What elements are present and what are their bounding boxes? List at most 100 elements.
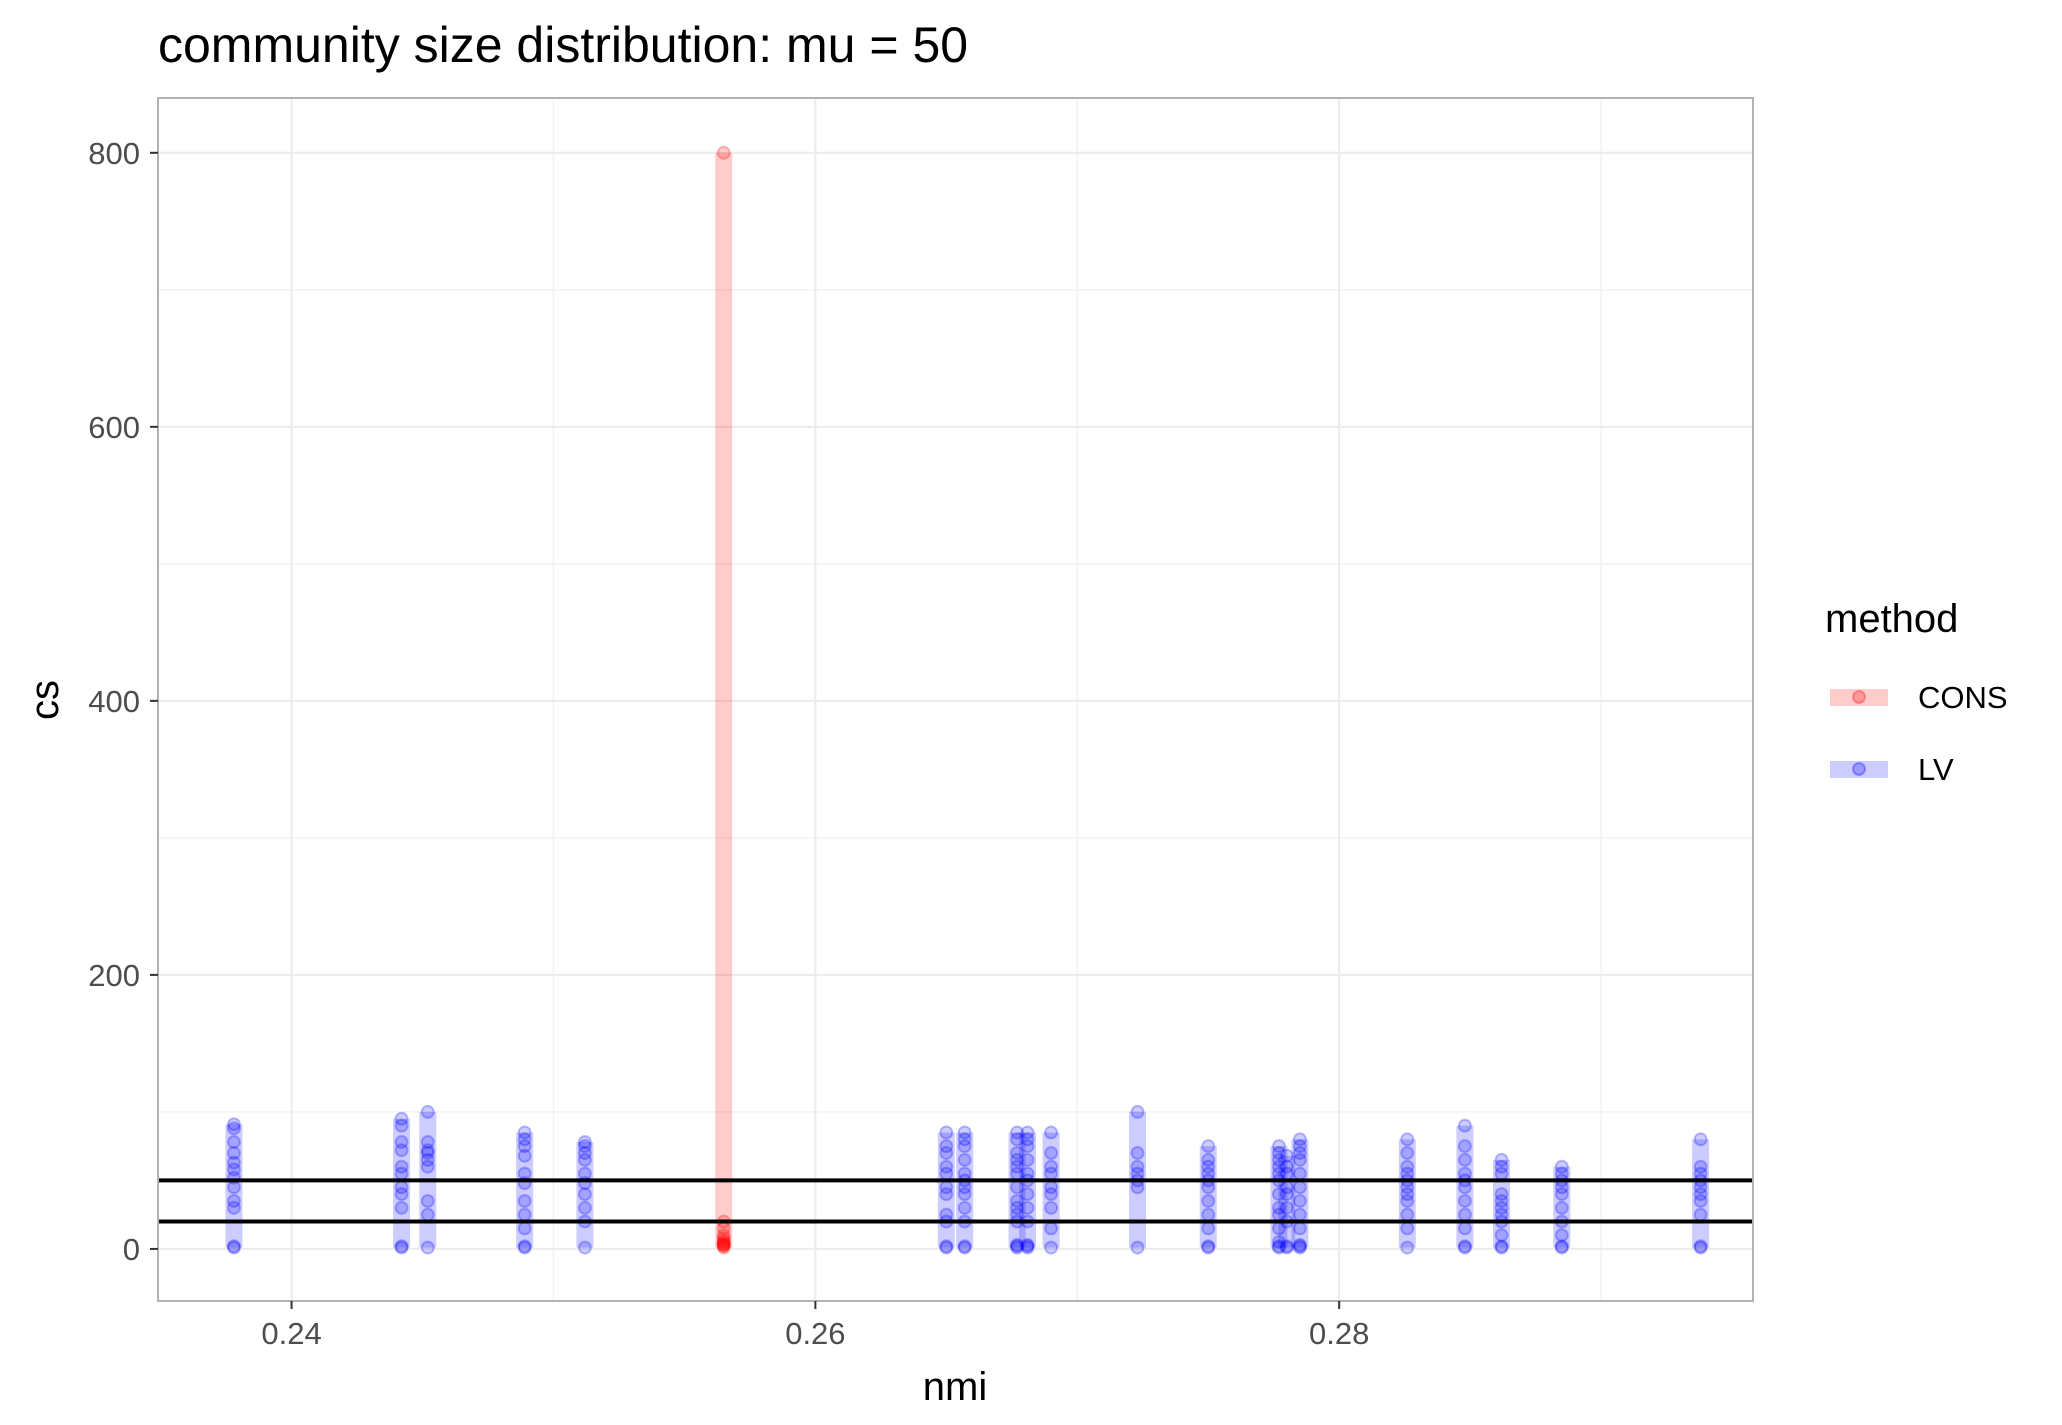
point-lv-7-11 [1010, 1146, 1025, 1161]
point-lv-13-4 [1279, 1187, 1294, 1202]
point-lv-12-1 [1271, 1239, 1286, 1254]
point-lv-12-9 [1271, 1159, 1286, 1174]
point-lv-1-2 [394, 1200, 409, 1215]
grid-major [158, 98, 1753, 1301]
point-lv-3-3 [517, 1207, 532, 1222]
legend-label-cons: CONS [1918, 680, 2008, 715]
point-lv-8-10 [1020, 1132, 1035, 1147]
point-lv-13-5 [1279, 1180, 1294, 1195]
series-lv [225, 1104, 1710, 1255]
x-tick-label-1: 0.26 [785, 1316, 845, 1351]
point-cons-0-0 [716, 1240, 731, 1255]
point-lv-4-7 [577, 1146, 592, 1161]
point-lv-17-10 [1494, 1152, 1509, 1167]
point-cons-0-7 [716, 1230, 731, 1245]
point-lv-3-2 [517, 1221, 532, 1236]
point-lv-1-1 [394, 1239, 409, 1254]
point-lv-13-8 [1279, 1148, 1294, 1163]
point-cons-0-3 [716, 1237, 731, 1252]
point-lv-0-1 [226, 1239, 241, 1254]
point-lv-4-8 [577, 1139, 592, 1154]
panel-border [157, 97, 1754, 1302]
x-axis-title: nmi [923, 1365, 987, 1409]
point-lv-13-1 [1279, 1239, 1294, 1254]
panel-background [158, 98, 1753, 1301]
point-lv-7-12 [1010, 1132, 1025, 1147]
point-lv-11-4 [1201, 1193, 1216, 1208]
point-lv-1-9 [394, 1118, 409, 1133]
point-cons-0-1 [716, 1239, 731, 1254]
point-lv-9-6 [1044, 1159, 1059, 1174]
point-lv-5-4 [939, 1187, 954, 1202]
point-lv-18-2 [1554, 1228, 1569, 1243]
point-lv-3-8 [517, 1139, 532, 1154]
point-lv-11-3 [1201, 1207, 1216, 1222]
point-cons-0-2 [716, 1237, 731, 1252]
point-lv-7-1 [1010, 1239, 1025, 1254]
point-lv-12-6 [1271, 1187, 1286, 1202]
point-cons-0-8 [716, 1228, 731, 1243]
y-tick-label-3: 600 [88, 410, 140, 445]
point-lv-2-1 [420, 1207, 435, 1222]
point-lv-7-2 [1010, 1237, 1025, 1252]
point-lv-15-4 [1400, 1187, 1415, 1202]
point-lv-18-9 [1554, 1159, 1569, 1174]
point-lv-14-5 [1292, 1193, 1307, 1208]
point-lv-12-2 [1271, 1235, 1286, 1250]
point-lv-15-2 [1400, 1207, 1415, 1222]
point-lv-8-11 [1020, 1125, 1035, 1140]
point-lv-18-1 [1554, 1239, 1569, 1254]
point-lv-16-8 [1457, 1152, 1472, 1167]
point-lv-18-4 [1554, 1200, 1569, 1215]
point-lv-15-9 [1400, 1146, 1415, 1161]
point-lv-6-9 [957, 1139, 972, 1154]
point-lv-19-8 [1693, 1159, 1708, 1174]
point-lv-8-9 [1020, 1139, 1035, 1154]
point-lv-8-5 [1020, 1187, 1035, 1202]
point-lv-1-10 [394, 1111, 409, 1126]
point-lv-4-6 [577, 1152, 592, 1167]
point-lv-11-2 [1201, 1221, 1216, 1236]
point-lv-4-5 [577, 1166, 592, 1181]
point-lv-18-0 [1554, 1240, 1569, 1255]
point-lv-14-0 [1292, 1240, 1307, 1255]
point-lv-12-5 [1271, 1200, 1286, 1215]
point-lv-8-4 [1020, 1200, 1035, 1215]
point-lv-14-10 [1292, 1139, 1307, 1154]
point-lv-19-1 [1693, 1239, 1708, 1254]
point-lv-14-8 [1292, 1152, 1307, 1167]
point-lv-15-1 [1400, 1221, 1415, 1236]
point-lv-7-0 [1010, 1240, 1025, 1255]
point-lv-7-13 [1010, 1125, 1025, 1140]
point-lv-3-4 [517, 1193, 532, 1208]
series-cons [715, 145, 733, 1255]
legend-key-point-lv [1852, 762, 1866, 776]
plot-panel [157, 97, 1754, 1302]
legend-items: CONS LV [1830, 680, 2008, 787]
point-lv-16-9 [1457, 1139, 1472, 1154]
point-lv-0-6 [226, 1162, 241, 1177]
point-lv-17-6 [1494, 1193, 1509, 1208]
point-lv-16-10 [1457, 1118, 1472, 1133]
point-lv-17-0 [1494, 1240, 1509, 1255]
y-tick-label-0: 0 [123, 1232, 140, 1267]
point-lv-0-3 [226, 1193, 241, 1208]
point-lv-4-3 [577, 1187, 592, 1202]
point-lv-14-11 [1292, 1132, 1307, 1147]
point-lv-15-10 [1400, 1132, 1415, 1147]
point-lv-5-7 [939, 1159, 954, 1174]
point-lv-19-3 [1693, 1193, 1708, 1208]
legend-item-cons: CONS [1830, 680, 2008, 715]
point-lv-17-7 [1494, 1187, 1509, 1202]
point-lv-19-9 [1693, 1132, 1708, 1147]
point-lv-9-4 [1044, 1180, 1059, 1195]
point-lv-3-0 [517, 1240, 532, 1255]
y-axis-ticks: 0 200 400 600 800 [88, 136, 158, 1267]
point-lv-0-9 [226, 1135, 241, 1150]
x-tick-label-0: 0.24 [261, 1316, 321, 1351]
point-lv-5-5 [939, 1180, 954, 1195]
point-lv-7-6 [1010, 1193, 1025, 1208]
point-lv-0-2 [226, 1200, 241, 1215]
point-lv-8-7 [1020, 1166, 1035, 1181]
